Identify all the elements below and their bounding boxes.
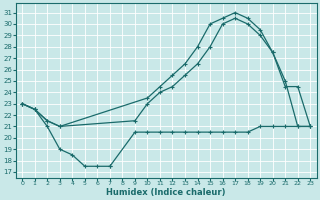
X-axis label: Humidex (Indice chaleur): Humidex (Indice chaleur) xyxy=(107,188,226,197)
